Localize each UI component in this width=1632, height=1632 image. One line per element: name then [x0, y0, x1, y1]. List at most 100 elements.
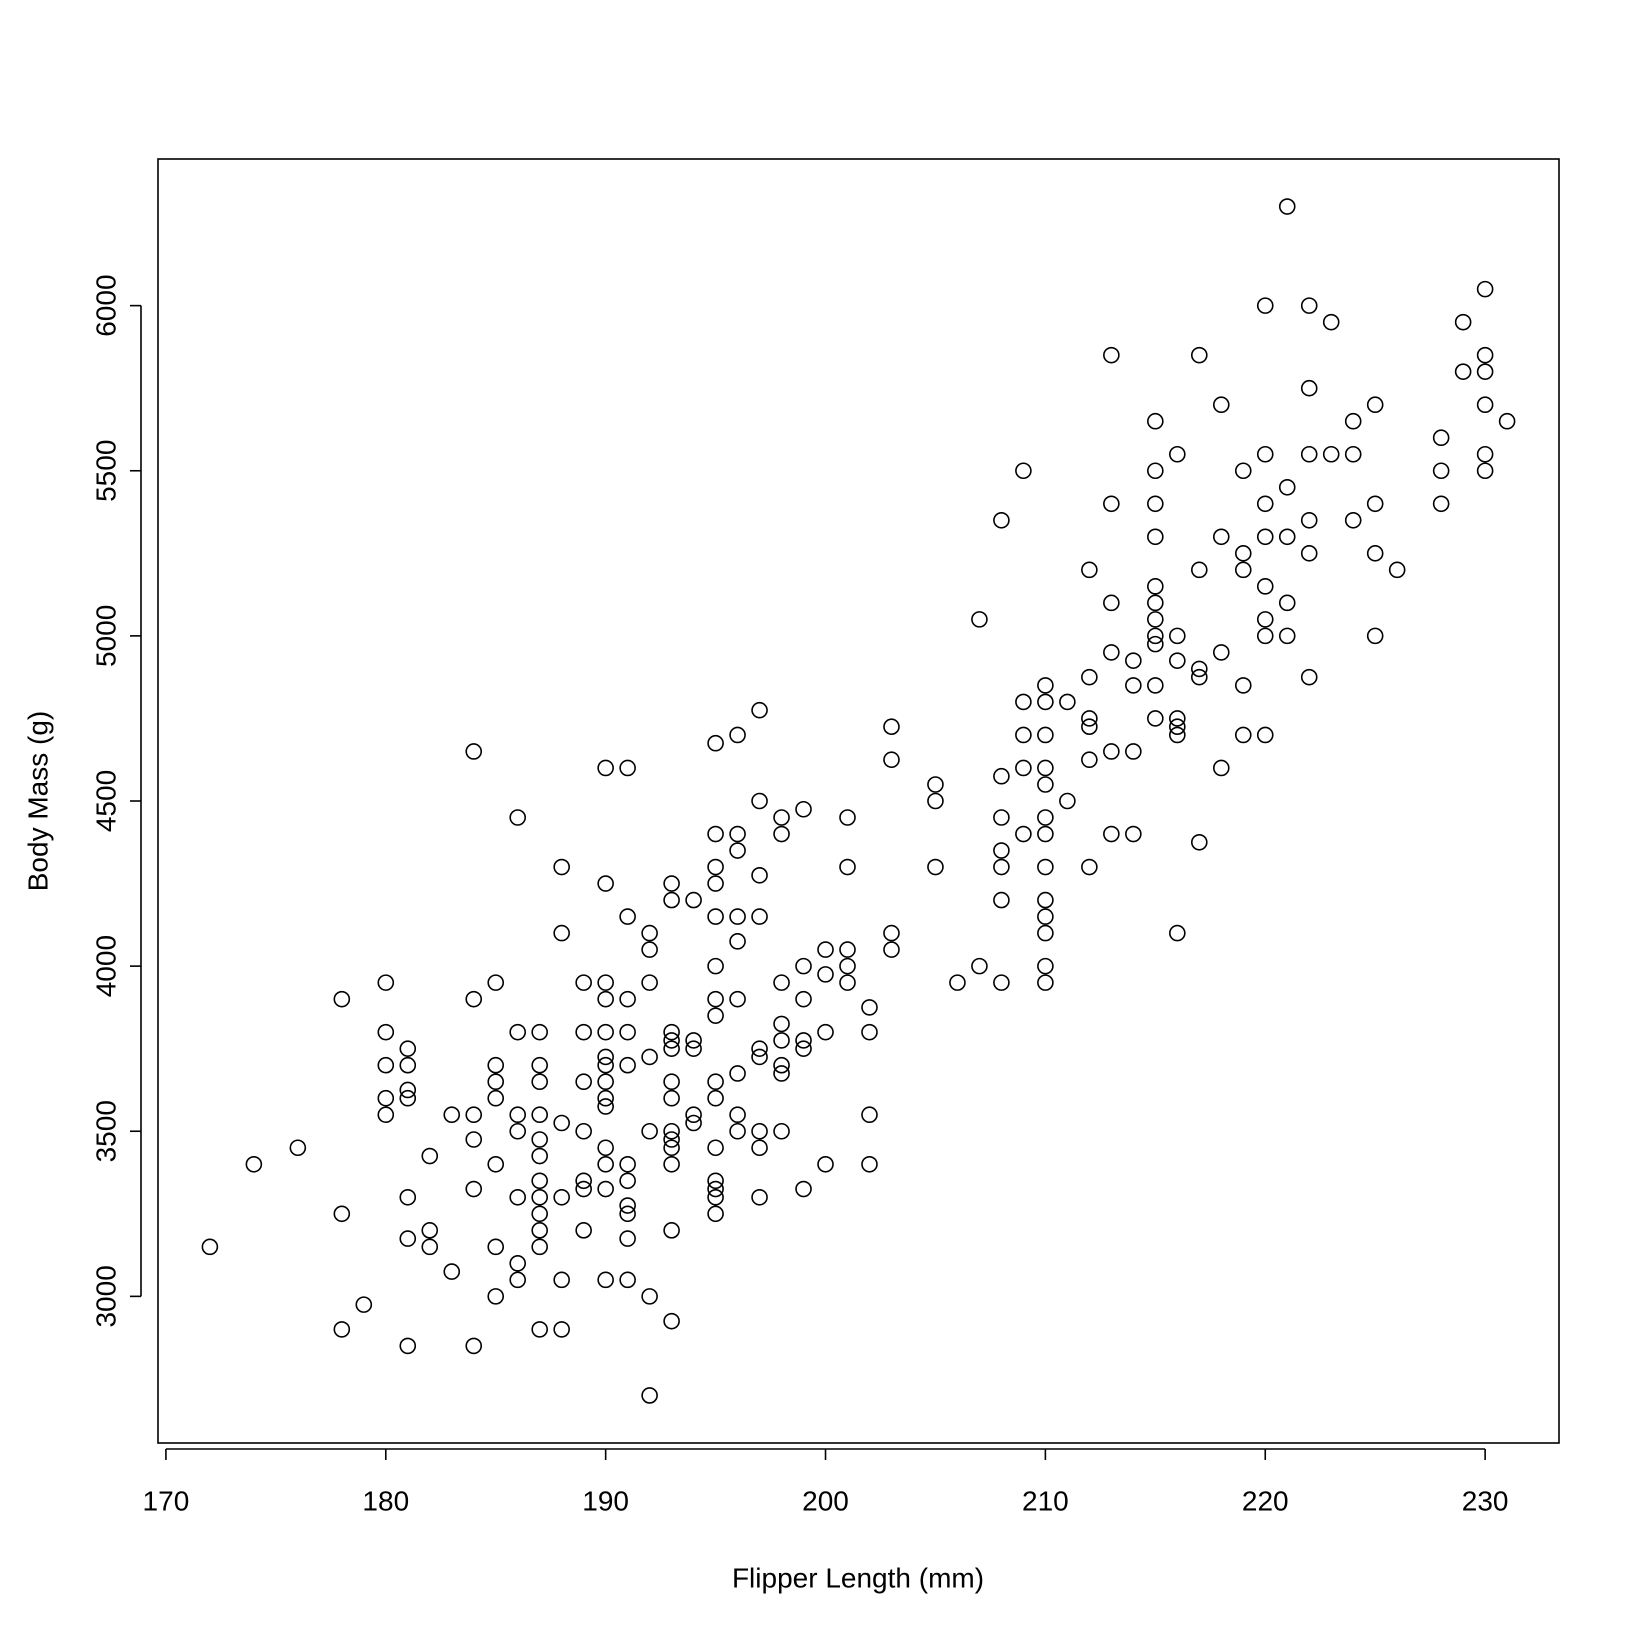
- point: [509, 1271, 527, 1289]
- point: [773, 825, 790, 843]
- point: [1081, 718, 1098, 735]
- point: [1081, 751, 1098, 769]
- point: [531, 1023, 548, 1041]
- point: [531, 1172, 548, 1190]
- point: [597, 759, 614, 777]
- point: [993, 974, 1010, 991]
- x-tick-label: 200: [802, 1485, 849, 1516]
- point: [993, 511, 1010, 529]
- point: [1190, 833, 1208, 851]
- point: [641, 1387, 658, 1404]
- point: [927, 792, 944, 810]
- point: [1476, 346, 1494, 364]
- point: [1366, 627, 1384, 645]
- point: [1169, 718, 1186, 735]
- x-tick-label: 220: [1242, 1485, 1289, 1516]
- point: [531, 1188, 548, 1206]
- point: [1059, 792, 1076, 810]
- point: [729, 1122, 746, 1140]
- point: [663, 1222, 680, 1239]
- point: [1476, 445, 1494, 463]
- point: [575, 1180, 592, 1198]
- point: [641, 1288, 658, 1305]
- x-axis-title: Flipper Length (mm): [732, 1562, 984, 1593]
- point: [1147, 611, 1164, 628]
- point: [707, 1139, 724, 1157]
- point: [861, 1106, 878, 1124]
- point: [1169, 445, 1186, 463]
- point: [509, 1106, 527, 1124]
- point: [729, 726, 746, 744]
- point: [1278, 627, 1296, 645]
- point: [1103, 644, 1120, 661]
- point: [641, 924, 658, 942]
- point: [443, 1263, 461, 1280]
- point: [1037, 974, 1054, 991]
- point: [1147, 627, 1164, 645]
- point: [1037, 908, 1054, 925]
- point: [707, 858, 724, 876]
- point: [1169, 726, 1186, 744]
- point: [751, 1048, 768, 1066]
- point: [1256, 445, 1274, 463]
- point: [663, 875, 680, 892]
- point: [1147, 528, 1164, 546]
- point: [817, 1155, 834, 1173]
- point: [465, 1337, 483, 1355]
- point: [707, 957, 724, 975]
- point: [1037, 957, 1054, 975]
- point: [1366, 495, 1384, 513]
- point: [971, 611, 988, 628]
- point: [663, 1155, 680, 1173]
- point: [465, 1131, 483, 1148]
- point: [949, 974, 966, 991]
- point: [1125, 825, 1142, 843]
- point: [509, 1023, 527, 1041]
- y-tick-label: 5000: [90, 605, 121, 667]
- point: [619, 1230, 636, 1247]
- point: [773, 1056, 790, 1074]
- point: [531, 1205, 548, 1223]
- point: [619, 1056, 636, 1074]
- point: [619, 908, 636, 925]
- point: [1147, 495, 1164, 513]
- point: [399, 1337, 417, 1355]
- point: [795, 957, 812, 975]
- point: [1147, 412, 1164, 430]
- x-tick-label: 230: [1462, 1485, 1509, 1516]
- point: [1037, 924, 1054, 942]
- point: [751, 867, 768, 884]
- point: [509, 1188, 527, 1206]
- point: [1366, 396, 1384, 414]
- point: [883, 941, 900, 958]
- point: [487, 974, 505, 991]
- point: [707, 908, 724, 925]
- y-tick-label: 3000: [90, 1265, 121, 1327]
- point: [1190, 561, 1208, 579]
- point: [839, 974, 856, 991]
- point: [773, 974, 790, 991]
- point: [1015, 825, 1032, 843]
- point: [399, 1089, 417, 1107]
- point: [597, 1180, 614, 1198]
- point: [1278, 198, 1296, 215]
- point: [1366, 545, 1384, 562]
- point: [641, 1122, 658, 1140]
- point: [1169, 627, 1186, 645]
- point: [729, 1106, 746, 1124]
- point: [597, 875, 614, 892]
- point: [553, 858, 570, 876]
- point: [663, 1131, 680, 1148]
- point: [795, 800, 812, 818]
- point: [1476, 396, 1494, 414]
- y-tick-label: 6000: [90, 274, 121, 336]
- point: [729, 908, 746, 925]
- point: [707, 825, 724, 843]
- point: [817, 1023, 834, 1041]
- point: [1015, 462, 1032, 480]
- point: [1300, 297, 1318, 314]
- point: [487, 1238, 505, 1256]
- point: [707, 990, 724, 1008]
- point: [1344, 445, 1362, 463]
- point: [575, 1122, 592, 1140]
